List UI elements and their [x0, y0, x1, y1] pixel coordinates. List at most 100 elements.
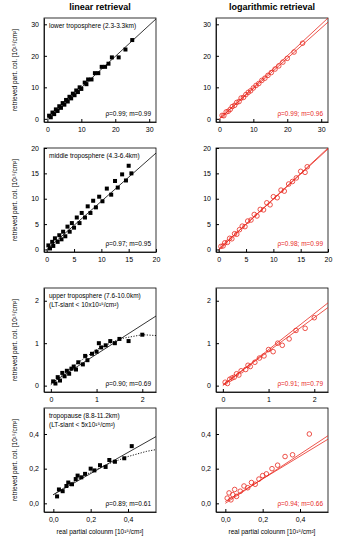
plot-frame	[216, 288, 328, 392]
tick-label: 2	[141, 396, 145, 403]
tick-label: 0,2	[201, 465, 211, 472]
tick-label: 2	[35, 297, 39, 304]
tick: 0	[207, 246, 219, 253]
tick-mark	[44, 87, 47, 88]
panel-label: upper troposphere (7.6-10.0km)	[49, 292, 141, 300]
plot-frame	[44, 148, 156, 252]
tick: 0	[218, 119, 222, 133]
tick: 30	[146, 119, 154, 133]
tick-mark	[216, 224, 219, 225]
line	[47, 153, 156, 249]
tick-mark	[44, 56, 47, 57]
tick-label: 0,0	[201, 500, 211, 507]
tick-mark	[216, 173, 219, 174]
point	[271, 349, 276, 354]
axis-line	[217, 512, 329, 513]
tick: 0	[45, 249, 49, 263]
panel: 012012ρ=0.91; m=0.79	[207, 288, 328, 403]
tick: 0,2	[86, 509, 96, 523]
tick: 2	[35, 297, 47, 304]
tick-label: 0	[221, 396, 225, 403]
axis-line	[217, 122, 329, 123]
tick-label: 0	[45, 256, 49, 263]
y-axis-title: retrieved part. col. [10¹⁵/cm²]	[11, 419, 19, 501]
line	[51, 335, 156, 385]
tick: 15	[297, 249, 305, 263]
tick-mark	[216, 469, 219, 470]
point	[270, 466, 275, 471]
point	[63, 234, 67, 238]
tick-mark	[216, 249, 219, 250]
tick-mark	[246, 249, 247, 252]
tick-mark	[263, 509, 264, 512]
tick-mark	[156, 249, 157, 252]
tick-label: 1	[95, 396, 99, 403]
line	[219, 22, 328, 119]
point	[120, 172, 124, 176]
tick: 10	[203, 84, 219, 91]
tick-label: 20	[325, 256, 333, 263]
y-axis: 0102030	[203, 19, 219, 123]
tick-label: 10	[270, 256, 278, 263]
y-axis: 05101520	[31, 145, 47, 253]
tick-label: 30	[146, 126, 154, 133]
point	[257, 477, 262, 482]
axis-line	[44, 409, 45, 513]
point	[98, 463, 102, 467]
tick-mark	[44, 119, 47, 120]
tick-label: 0,4	[124, 516, 134, 523]
tick: 0,4	[124, 509, 134, 523]
tick-label: 15	[203, 170, 211, 177]
tick-mark	[44, 343, 47, 344]
tick-mark	[44, 503, 47, 504]
tick: 1	[267, 389, 271, 403]
tick: 0,0	[29, 500, 47, 507]
point	[109, 193, 113, 197]
line	[225, 439, 328, 501]
tick-mark	[300, 509, 301, 512]
point	[86, 204, 90, 208]
tick-label: 15	[125, 256, 133, 263]
tick-mark	[44, 301, 47, 302]
point	[55, 494, 59, 498]
tick: 0	[207, 116, 219, 123]
point	[107, 458, 111, 462]
panel-label: tropopause (8.8-11.2km)	[49, 412, 120, 420]
tick: 20	[203, 53, 219, 60]
tick: 0	[49, 389, 53, 403]
tick-label: 0,2	[29, 465, 39, 472]
y-axis: 0,00,20,4	[201, 409, 219, 513]
tick-mark	[149, 119, 150, 122]
tick-label: 20	[284, 126, 292, 133]
axis-line	[45, 252, 157, 253]
tick: 0	[221, 389, 225, 403]
tick: 10	[250, 119, 258, 133]
tick: 5	[207, 221, 219, 228]
point	[83, 472, 87, 476]
marks	[53, 437, 156, 499]
point	[56, 240, 60, 244]
tick-mark	[53, 509, 54, 512]
tick: 15	[31, 170, 47, 177]
panel-label: (LT-slant < 10x10¹⁵/cm²)	[49, 301, 119, 309]
axis-line	[217, 252, 329, 253]
axis-line	[217, 392, 329, 393]
axis-line	[216, 409, 217, 513]
tick-mark	[128, 509, 129, 512]
stats-label: ρ=0.90; m=0.69	[105, 380, 151, 388]
x-axis: 0 10 20 30	[217, 119, 329, 133]
tick-label: 30	[318, 126, 326, 133]
tick: 30	[318, 119, 326, 133]
tick-mark	[74, 249, 75, 252]
tick-label: 20	[112, 126, 120, 133]
tick-label: 10	[31, 84, 39, 91]
point	[53, 382, 57, 386]
x-axis: 0,00,20,4	[45, 509, 157, 523]
line	[53, 450, 156, 495]
tick-mark	[216, 199, 219, 200]
point	[58, 379, 62, 383]
y-axis: 05101520	[203, 145, 219, 253]
x-axis: 05101520	[45, 249, 161, 263]
axis-line	[216, 19, 217, 123]
tick-label: 1	[267, 396, 271, 403]
